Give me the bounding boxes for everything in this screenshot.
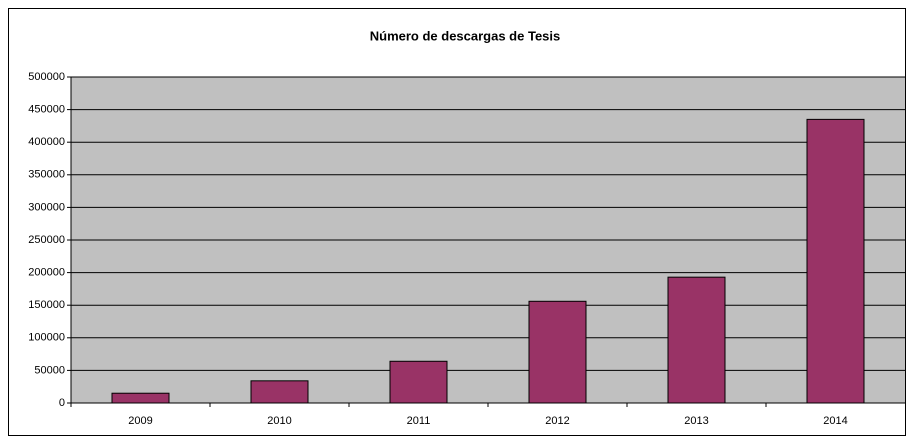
chart-title: Número de descargas de Tesis [370, 28, 561, 43]
bar [250, 380, 309, 404]
x-tick-label: 2011 [407, 415, 431, 427]
x-tick-label: 2014 [823, 415, 847, 427]
y-tick-label: 450000 [28, 104, 65, 116]
x-tick-label: 2009 [128, 415, 152, 427]
bar [528, 300, 587, 404]
y-tick-label: 400000 [28, 136, 65, 148]
y-tick-label: 200000 [28, 267, 65, 279]
bar [111, 392, 170, 404]
x-tick-label: 2012 [545, 415, 569, 427]
x-tick-label: 2010 [267, 415, 291, 427]
y-tick-label: 300000 [28, 201, 65, 213]
y-tick-label: 350000 [28, 169, 65, 181]
y-tick-label: 50000 [34, 364, 65, 376]
bar [806, 118, 865, 404]
y-tick-label: 250000 [28, 234, 65, 246]
y-tick-label: 500000 [28, 71, 65, 83]
x-tick-label: 2013 [684, 415, 708, 427]
bar [389, 360, 448, 404]
y-tick-label: 100000 [28, 332, 65, 344]
bar [667, 276, 726, 404]
y-tick-label: 150000 [28, 299, 65, 311]
y-tick-label: 0 [59, 397, 65, 409]
